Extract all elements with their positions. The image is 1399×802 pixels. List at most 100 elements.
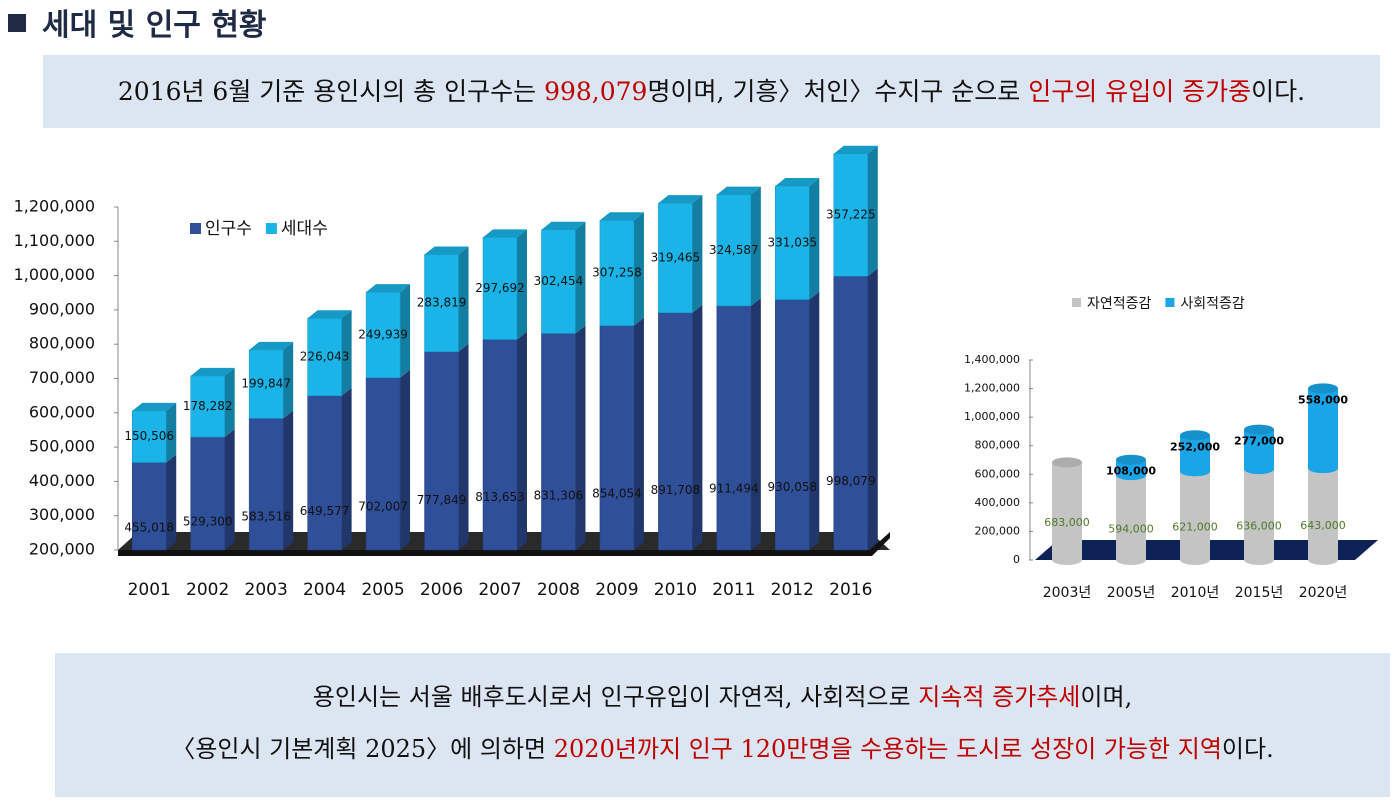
y-tick-label: 800,000 xyxy=(29,334,95,353)
cylinder-bottom xyxy=(1116,470,1146,481)
x-tick-label: 2001 xyxy=(128,580,171,600)
data-label: 636,000 xyxy=(1236,520,1282,533)
cylinder-top xyxy=(1180,430,1210,441)
y-tick-label: 600,000 xyxy=(29,402,95,421)
bar-side xyxy=(400,284,411,378)
bar-top xyxy=(716,186,761,195)
text: 〈용인시 기본계획 2025〉에 의하면 xyxy=(171,735,554,763)
y-tick-label: 700,000 xyxy=(29,368,95,387)
x-tick-label: 2008 xyxy=(537,580,580,600)
y-tick-label: 600,000 xyxy=(975,467,1021,480)
bar-top xyxy=(307,310,352,319)
bar-top xyxy=(775,178,820,187)
bar-side xyxy=(341,310,352,396)
cylinder-bottom xyxy=(1308,463,1338,474)
data-label: 319,465 xyxy=(651,250,701,264)
text: 998,079 xyxy=(544,77,648,106)
cylinder-bottom xyxy=(1180,466,1210,477)
bar-top xyxy=(833,145,878,154)
y-tick-label: 400,000 xyxy=(975,496,1021,509)
x-tick-label: 2009 xyxy=(595,580,638,600)
data-label: 297,692 xyxy=(475,281,525,295)
line: 〈용인시 기본계획 2025〉에 의하면 2020년까지 인구 120만명을 수… xyxy=(55,723,1390,775)
bar-side xyxy=(400,369,411,550)
cylinder-bottom xyxy=(1052,555,1082,565)
bar xyxy=(248,349,284,419)
bar-side xyxy=(341,387,352,550)
text: 명이며, 기흥〉처인〉수지구 순으로 xyxy=(647,77,1029,106)
cylinder xyxy=(1052,462,1082,560)
data-label: 277,000 xyxy=(1234,435,1284,448)
legend-swatch xyxy=(265,223,277,234)
bar xyxy=(131,462,167,551)
x-tick-label: 2005년 xyxy=(1107,585,1156,601)
data-label: 854,054 xyxy=(592,486,642,500)
data-label: 178,282 xyxy=(183,399,233,413)
data-label: 702,007 xyxy=(358,499,408,513)
x-tick-label: 2016 xyxy=(829,580,872,600)
bar xyxy=(131,410,167,463)
data-label: 621,000 xyxy=(1172,521,1218,534)
text: 이다. xyxy=(1221,735,1274,763)
bar xyxy=(541,229,576,334)
cylinder-bottom xyxy=(1308,555,1338,565)
bar-top xyxy=(249,341,294,350)
bar xyxy=(190,436,225,551)
bar-side xyxy=(224,429,235,550)
cylinder xyxy=(1244,429,1274,470)
footer-box: 용인시는 서울 배후도시로서 인구유입이 자연적, 사회적으로 지속적 증가추세… xyxy=(55,653,1390,797)
x-tick-label: 2007 xyxy=(478,580,521,600)
x-tick-label: 2006 xyxy=(420,580,463,600)
bar-top xyxy=(599,212,644,221)
title-text: 세대 및 인구 현황 xyxy=(42,8,267,43)
text: 용인시는 서울 배후도시로서 인구유입이 자연적, 사회적으로 xyxy=(312,683,919,711)
bar xyxy=(482,339,518,551)
bar-side xyxy=(458,343,469,550)
line: 용인시는 서울 배후도시로서 인구유입이 자연적, 사회적으로 지속적 증가추세… xyxy=(55,671,1390,723)
cylinder-bottom xyxy=(1116,555,1146,565)
cylinder xyxy=(1308,388,1338,469)
y-tick-label: 400,000 xyxy=(29,471,95,490)
bar xyxy=(365,377,401,551)
data-label: 558,000 xyxy=(1298,393,1348,406)
data-label: 911,494 xyxy=(709,481,759,495)
y-tick-label: 900,000 xyxy=(29,299,95,318)
data-label: 683,000 xyxy=(1044,516,1090,529)
bar xyxy=(190,375,225,438)
bar-side xyxy=(283,410,294,550)
data-label: 813,653 xyxy=(475,490,525,504)
bar-top xyxy=(132,402,177,411)
bar xyxy=(482,237,518,340)
data-label: 226,043 xyxy=(300,350,350,364)
legend-label: 자연적증감 xyxy=(1087,296,1152,312)
y-tick-label: 500,000 xyxy=(29,437,95,456)
data-label: 455,018 xyxy=(124,521,174,535)
cylinder-top xyxy=(1116,454,1146,465)
bar xyxy=(658,312,693,551)
bar-side xyxy=(575,221,586,334)
bar xyxy=(599,220,635,326)
bar xyxy=(424,351,459,551)
bar-top xyxy=(424,246,469,255)
bar xyxy=(716,305,752,551)
data-label: 199,847 xyxy=(241,377,291,391)
cylinder xyxy=(1244,469,1274,560)
bar-top xyxy=(190,367,235,376)
y-tick-label: 200,000 xyxy=(29,540,95,559)
bar xyxy=(307,395,342,551)
bar xyxy=(365,291,401,379)
bar-side xyxy=(575,325,586,550)
cylinder xyxy=(1308,468,1338,560)
bar-side xyxy=(633,317,644,550)
bar-side xyxy=(692,304,703,550)
bar-side xyxy=(166,454,177,550)
bar-side xyxy=(517,331,527,550)
data-label: 777,849 xyxy=(417,493,467,507)
x-tick-label: 2010년 xyxy=(1171,585,1220,601)
bar-side xyxy=(809,291,820,550)
bar-top xyxy=(658,195,703,204)
data-label: 649,577 xyxy=(300,504,350,518)
title: 세대 및 인구 현황 xyxy=(8,0,267,44)
data-label: 307,258 xyxy=(592,265,642,279)
data-label: 108,000 xyxy=(1106,465,1156,478)
